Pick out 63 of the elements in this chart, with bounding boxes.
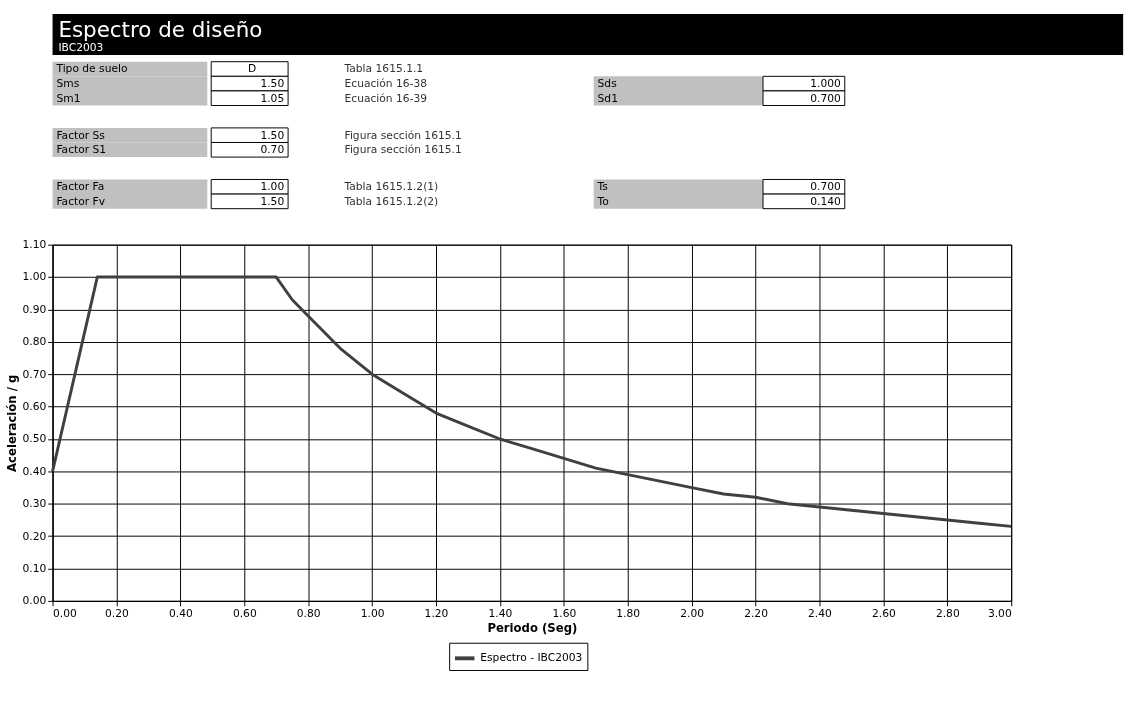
text: To [596,194,609,208]
text: 1.50 [260,77,285,91]
x-tick-label: 2.00 [680,606,705,620]
x-tick-label: 0.00 [53,606,78,620]
chart-title: Espectro de diseño [58,17,263,43]
text: 1.000 [810,77,842,91]
text: 1.05 [260,91,285,105]
line-series [51,275,1013,528]
x-tick-label: 0.20 [105,606,130,620]
x-tick-label: 2.60 [871,606,896,620]
x-axis-title: Periodo (Seg) [487,620,578,635]
y-tick-label: 0.20 [22,529,47,543]
y-tick-label: 0.30 [22,497,47,511]
text: Sds [597,77,618,91]
x-tick-label: 1.20 [424,606,449,620]
text: Figura sección 1615.1 [344,143,462,157]
text: 1.50 [260,194,285,208]
text: Ts [596,180,609,194]
text: Factor S1 [56,143,107,157]
text: Factor Fv [56,194,106,208]
text: Tabla 1615.1.2(1) [343,180,439,194]
text: Factor Fa [56,180,105,194]
text: Sms [56,77,80,91]
text: Sm1 [56,91,81,105]
x-tick-label: 1.60 [552,606,577,620]
y-tick-label: 0.40 [22,464,47,478]
x-tick-label: 0.80 [296,606,321,620]
y-tick-label: 0.50 [22,432,47,446]
text: 1.50 [260,128,285,142]
x-tick-label: 0.60 [232,606,257,620]
text: Tipo de suelo [55,62,128,76]
text: Factor Ss [56,128,106,142]
y-tick-label: 0.90 [22,302,47,316]
x-tick-label: 1.40 [488,606,513,620]
y-tick-label: 0.10 [22,561,47,575]
x-tick-label: 2.20 [744,606,769,620]
x-tick-label: 2.80 [935,606,960,620]
text: Ecuación 16-39 [344,91,428,105]
text: 0.140 [810,194,842,208]
legend-label: Espectro - IBC2003 [480,651,583,665]
x-tick-label: 1.00 [360,606,385,620]
y-tick-label: 0.00 [22,594,47,608]
y-tick-label: 0.80 [22,335,47,349]
y-axis-title: Aceleración / g [4,374,19,472]
y-tick-label: 1.00 [22,270,47,284]
y-tick-label: 1.10 [22,238,47,252]
text: Tabla 1615.1.1 [343,62,424,76]
x-tick-label: 3.00 [987,606,1012,620]
y-tick-label: 0.60 [22,400,47,414]
text: D [247,62,257,76]
y-tick-label: 0.70 [22,367,47,381]
text: 0.700 [810,180,842,194]
text: 0.700 [810,91,842,105]
text: 1.00 [260,180,285,194]
x-tick-label: 2.40 [808,606,833,620]
text: Sd1 [597,91,618,105]
text: Tabla 1615.1.2(2) [343,194,439,208]
chart-subtitle: IBC2003 [58,41,104,55]
x-tick-label: 1.80 [616,606,641,620]
text: Ecuación 16-38 [344,77,428,91]
text: 0.70 [260,143,285,157]
x-tick-label: 0.40 [168,606,193,620]
text: Figura sección 1615.1 [344,128,462,142]
